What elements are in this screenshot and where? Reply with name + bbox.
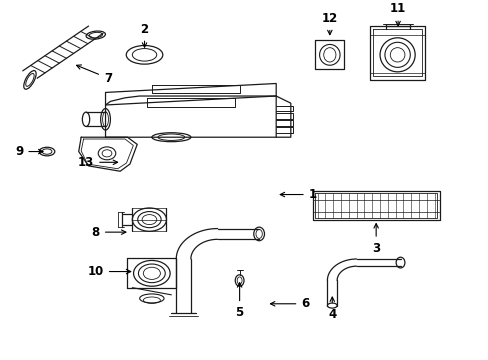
Text: 5: 5 — [235, 283, 243, 319]
Text: 6: 6 — [270, 297, 309, 310]
Text: 9: 9 — [15, 145, 43, 158]
Text: 8: 8 — [91, 226, 125, 239]
Text: 10: 10 — [87, 265, 130, 278]
Text: 12: 12 — [321, 12, 337, 35]
Text: 7: 7 — [77, 65, 112, 85]
Text: 11: 11 — [389, 3, 406, 26]
Text: 1: 1 — [280, 188, 316, 201]
Text: 4: 4 — [327, 297, 336, 321]
Text: 3: 3 — [371, 224, 380, 255]
Text: 2: 2 — [140, 23, 148, 47]
Text: 13: 13 — [78, 156, 117, 169]
